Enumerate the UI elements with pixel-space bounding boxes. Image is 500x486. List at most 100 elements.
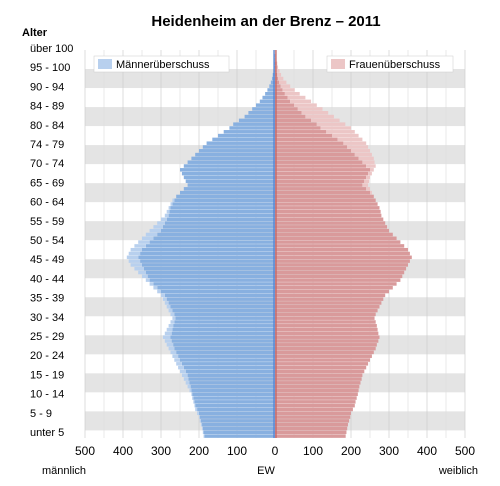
male-surplus-bar (153, 285, 158, 290)
male-surplus-bar (166, 305, 171, 309)
male-bar (212, 137, 275, 142)
male-bar (229, 126, 275, 130)
female-bar (275, 270, 405, 275)
male-bar (153, 236, 275, 241)
legend-male-text: Männerüberschuss (116, 59, 210, 71)
female-surplus-bar (354, 152, 372, 157)
male-surplus-bar (128, 259, 141, 263)
male-bar (185, 179, 275, 183)
male-bar (174, 198, 275, 203)
male-bar (157, 285, 275, 290)
male-surplus-bar (168, 324, 174, 328)
male-bar (175, 316, 275, 320)
female-bar (275, 293, 386, 298)
female-bar (275, 133, 332, 138)
male-surplus-bar (172, 354, 179, 358)
female-surplus-bar (278, 76, 284, 81)
female-bar (275, 122, 317, 126)
legend-female-surplus: Frauenüberschuss (326, 55, 454, 73)
female-bar (275, 99, 291, 104)
male-bar (164, 293, 275, 298)
male-bar (168, 213, 275, 218)
female-bar (275, 358, 370, 362)
female-bar (275, 266, 407, 271)
center-axis (273, 50, 277, 438)
chart-title: Heidenheim an der Brenz – 2011 (151, 13, 380, 30)
male-surplus-bar (193, 400, 195, 404)
age-tick-label: 35 - 39 (30, 293, 64, 305)
male-bar (157, 232, 275, 237)
male-surplus-bar (192, 396, 194, 400)
male-surplus-bar (161, 293, 165, 298)
male-bar (195, 152, 275, 157)
female-bar (275, 339, 379, 343)
female-bar (275, 377, 362, 381)
female-bar (275, 190, 370, 195)
female-bar (275, 149, 351, 153)
female-bar (275, 285, 393, 290)
female-bar (275, 259, 410, 263)
male-bar (192, 392, 275, 397)
age-tick-label: 70 - 74 (30, 158, 64, 170)
male-bar (200, 419, 275, 423)
male-bar (183, 187, 275, 191)
male-surplus-bar (142, 274, 148, 279)
male-surplus-bar (162, 335, 171, 339)
male-bar (191, 388, 275, 393)
x-tick-label: 400 (417, 444, 437, 458)
male-bar (244, 114, 275, 119)
female-surplus-bar (347, 145, 369, 149)
x-tick-label: 500 (75, 444, 95, 458)
age-tick-label: unter 5 (30, 427, 64, 439)
female-bar (275, 426, 348, 431)
male-bar (188, 377, 275, 381)
female-bar (275, 137, 338, 142)
male-bar (145, 244, 275, 248)
female-surplus-bar (287, 95, 306, 100)
male-bar (187, 183, 275, 187)
female-bar (275, 80, 280, 85)
male-bar (172, 308, 275, 313)
male-bar (153, 282, 275, 286)
male-bar (238, 118, 275, 123)
male-bar (206, 141, 275, 145)
male-surplus-bar (170, 312, 175, 317)
male-bar (191, 156, 275, 161)
male-surplus-bar (174, 358, 180, 362)
female-bar (275, 255, 412, 260)
x-tick-label: 300 (379, 444, 399, 458)
female-bar (275, 369, 365, 374)
female-bar (275, 392, 358, 397)
male-surplus-bar (142, 236, 154, 241)
female-bar (275, 320, 376, 324)
female-bar (275, 171, 369, 176)
male-bar (143, 266, 275, 271)
age-tick-label: über 100 (30, 43, 73, 55)
female-bar (275, 388, 359, 393)
female-bar (275, 156, 359, 161)
x-tick-label: 500 (455, 444, 475, 458)
female-bar (275, 225, 388, 229)
x-tick-label: 100 (227, 444, 247, 458)
male-bar (147, 274, 275, 279)
male-bar (176, 194, 275, 199)
male-surplus-bar (168, 206, 171, 210)
age-tick-labels: über 100 95 - 100 90 - 94 84 - 89 80 - 84 74 … (30, 43, 73, 439)
female-bar (275, 282, 397, 286)
male-bar (248, 111, 275, 115)
male-bar (172, 327, 275, 332)
female-bar (275, 278, 401, 282)
male-bar (187, 373, 275, 377)
male-surplus-bar (172, 316, 176, 320)
female-bar (275, 175, 367, 180)
male-surplus-bar (166, 327, 173, 332)
age-tick-label: 20 - 24 (30, 350, 64, 362)
male-surplus-bar (145, 278, 150, 282)
male-bar (142, 247, 275, 252)
male-bar (166, 297, 275, 301)
age-tick-label: 50 - 54 (30, 235, 64, 247)
female-bar (275, 145, 348, 149)
male-side-label: männlich (42, 465, 86, 477)
male-bar (256, 103, 275, 107)
